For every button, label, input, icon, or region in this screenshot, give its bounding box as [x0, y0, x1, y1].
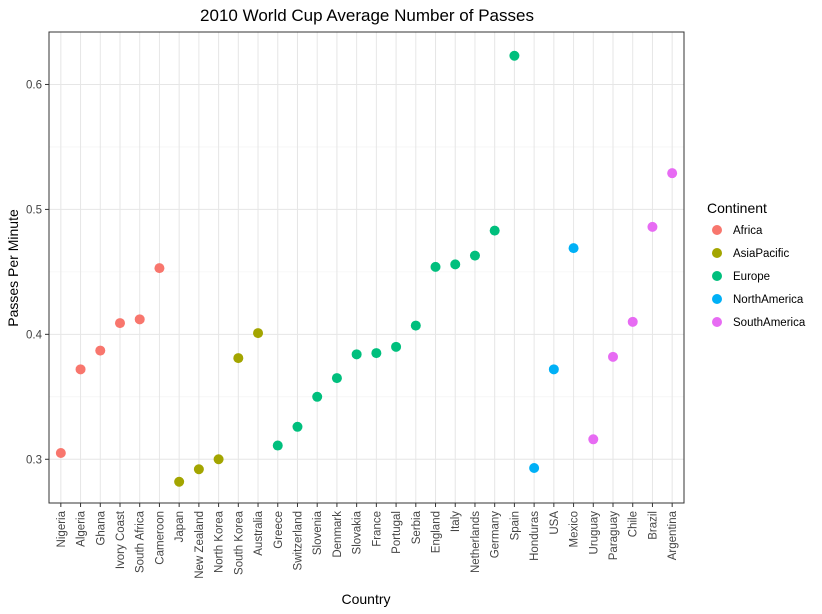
legend-label: Europe: [733, 271, 770, 283]
legend-swatch: [712, 271, 722, 281]
x-tick-label: Portugal: [391, 511, 403, 554]
legend-swatch: [712, 225, 722, 235]
y-axis: 0.3 0.4 0.5 0.6: [26, 79, 49, 466]
data-point: [548, 364, 559, 375]
data-point: [489, 225, 500, 236]
chart-title: 2010 World Cup Average Number of Passes: [200, 6, 534, 25]
legend-label: AsiaPacific: [733, 248, 789, 260]
x-tick-label: Ghana: [95, 510, 107, 545]
x-tick-label: England: [431, 511, 443, 553]
x-tick-label: Honduras: [529, 511, 541, 561]
data-point: [272, 440, 283, 451]
data-point: [450, 259, 461, 270]
data-point: [469, 250, 480, 261]
data-point: [627, 316, 638, 327]
data-point: [509, 50, 520, 61]
x-tick-label: Slovakia: [352, 510, 364, 554]
y-tick-label: 0.4: [26, 329, 43, 341]
data-point: [371, 348, 382, 359]
legend-swatch: [712, 248, 722, 258]
data-point: [114, 318, 125, 329]
x-tick-label: Brazil: [647, 511, 659, 540]
plot-background: [49, 32, 684, 503]
x-axis-title: Country: [341, 591, 390, 607]
x-tick-label: New Zealand: [194, 511, 206, 579]
data-point: [55, 448, 66, 459]
data-point: [647, 221, 658, 232]
legend-swatch: [712, 294, 722, 304]
data-point: [193, 464, 204, 475]
data-point: [213, 454, 224, 465]
x-tick-label: Uruguay: [588, 511, 600, 555]
y-axis-title: Passes Per Minute: [5, 209, 21, 327]
x-tick-label: Mexico: [569, 511, 581, 547]
x-tick-label: Germany: [490, 511, 502, 559]
x-tick-label: North Korea: [214, 510, 226, 573]
legend-label: Africa: [733, 225, 763, 237]
data-point: [568, 243, 579, 254]
x-tick-label: USA: [549, 511, 561, 535]
data-points: [55, 50, 678, 487]
x-tick-label: Paraguay: [608, 511, 620, 560]
plot-border: [48, 31, 685, 504]
legend: Continent Africa AsiaPacific Europe NorthAm…: [707, 200, 806, 329]
x-tick-label: Italy: [450, 511, 462, 532]
x-tick-label: Serbia: [411, 510, 423, 544]
y-tick-label: 0.6: [26, 79, 42, 91]
data-point: [529, 463, 540, 474]
data-point: [667, 168, 678, 179]
plot-area: [49, 32, 684, 503]
data-point: [233, 353, 244, 364]
data-point: [134, 314, 145, 325]
data-point: [154, 263, 165, 274]
data-point: [588, 434, 599, 445]
data-point: [312, 391, 323, 402]
legend-label: NorthAmerica: [733, 294, 804, 306]
x-tick-label: Chile: [628, 511, 640, 537]
data-point: [410, 320, 421, 331]
x-tick-label: Japan: [174, 511, 186, 542]
x-tick-label: Australia: [253, 510, 265, 555]
x-tick-label: South Africa: [135, 510, 147, 573]
y-tick-label: 0.5: [26, 204, 42, 216]
data-point: [75, 364, 86, 375]
x-tick-label: Switzerland: [292, 511, 304, 570]
data-point: [391, 341, 402, 352]
data-point: [174, 476, 185, 487]
data-point: [292, 421, 303, 432]
data-point: [95, 345, 106, 356]
x-tick-label: Cameroon: [154, 511, 166, 565]
x-tick-label: Spain: [509, 511, 521, 540]
legend-swatch: [712, 317, 722, 327]
x-tick-label: Nigeria: [56, 510, 68, 547]
data-point: [430, 261, 441, 272]
x-tick-label: Denmark: [332, 511, 344, 558]
x-tick-label: Slovenia: [312, 510, 324, 555]
data-point: [331, 373, 342, 384]
x-tick-label: France: [371, 511, 383, 547]
y-tick-label: 0.3: [26, 454, 42, 466]
x-tick-label: Algeria: [76, 510, 88, 546]
x-tick-label: Netherlands: [470, 511, 482, 573]
legend-title: Continent: [707, 200, 767, 216]
data-point: [351, 349, 362, 360]
x-axis: Nigeria Algeria Ghana Ivory Coast South Afri…: [56, 503, 679, 579]
x-tick-label: Ivory Coast: [115, 510, 127, 569]
x-tick-label: South Korea: [233, 510, 245, 575]
data-point: [608, 351, 619, 362]
x-tick-label: Greece: [273, 511, 285, 549]
data-point: [253, 328, 264, 339]
x-tick-label: Argentina: [667, 510, 679, 560]
legend-label: SouthAmerica: [733, 317, 806, 329]
